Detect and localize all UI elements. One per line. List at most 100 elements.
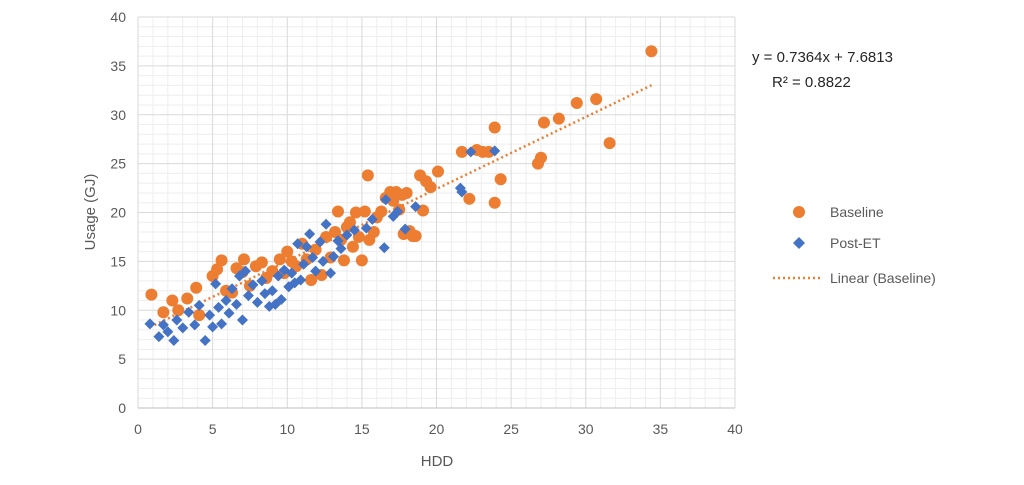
- legend-marker-baseline: [793, 206, 805, 218]
- post-et-point: [335, 243, 347, 255]
- baseline-point: [237, 253, 250, 266]
- baseline-point: [305, 273, 318, 286]
- post-et-point: [328, 250, 340, 262]
- y-tick-label: 30: [110, 107, 126, 123]
- y-axis-title: Usage (GJ): [82, 174, 99, 251]
- post-et-point: [236, 314, 248, 326]
- legend-label-baseline: Baseline: [830, 204, 884, 220]
- post-et-point: [193, 299, 205, 311]
- x-tick-label: 35: [653, 421, 669, 437]
- baseline-point: [424, 181, 437, 194]
- baseline-point: [181, 292, 194, 305]
- post-et-point: [231, 298, 243, 310]
- post-et-point: [204, 309, 216, 321]
- post-et-point: [189, 319, 201, 331]
- y-tick-label: 25: [110, 156, 126, 172]
- post-et-point: [320, 218, 332, 230]
- post-et-point: [314, 236, 326, 248]
- post-et-point: [489, 145, 501, 157]
- post-et-point: [199, 335, 211, 347]
- baseline-point: [331, 205, 344, 218]
- legend-label-post-et: Post-ET: [830, 235, 881, 251]
- post-et-point: [399, 223, 411, 235]
- baseline-point: [570, 97, 583, 110]
- post-et-point: [348, 224, 360, 236]
- post-et-point: [183, 306, 195, 318]
- baseline-point: [494, 173, 507, 186]
- post-et-point: [247, 279, 259, 291]
- baseline-point: [349, 206, 362, 219]
- baseline-point: [431, 165, 444, 178]
- x-tick-label: 0: [134, 421, 142, 437]
- post-et-point: [317, 255, 329, 267]
- post-et-point: [380, 194, 392, 206]
- post-et-point: [220, 294, 232, 306]
- post-et-point: [410, 201, 422, 213]
- baseline-point: [190, 281, 203, 294]
- grid: [137, 16, 736, 409]
- x-axis-title: HDD: [421, 453, 454, 470]
- post-et-point: [168, 335, 180, 347]
- baseline-point: [355, 254, 368, 267]
- baseline-point: [337, 254, 350, 267]
- post-et-point: [465, 146, 477, 158]
- trendline-r-squared: R² = 0.8822: [772, 74, 851, 91]
- baseline-point: [537, 116, 550, 129]
- x-tick-label: 5: [209, 421, 217, 437]
- baseline-point: [193, 309, 206, 322]
- legend-label-linear-baseline: Linear (Baseline): [830, 270, 936, 286]
- baseline-point: [361, 169, 374, 182]
- post-et-point: [266, 285, 278, 297]
- baseline-point: [281, 245, 294, 258]
- post-et-point: [378, 242, 390, 254]
- baseline-point: [145, 288, 158, 301]
- post-et-point: [360, 222, 372, 234]
- x-tick-label: 10: [279, 421, 295, 437]
- post-et-point: [242, 290, 254, 302]
- baseline-point: [215, 254, 228, 267]
- post-et-point: [310, 265, 322, 277]
- post-et-point: [251, 296, 263, 308]
- y-tick-label: 15: [110, 253, 126, 269]
- post-et-point: [216, 318, 228, 330]
- x-tick-label: 25: [503, 421, 519, 437]
- y-tick-label: 20: [110, 205, 126, 221]
- baseline-point: [346, 240, 359, 253]
- post-et-point: [207, 321, 219, 333]
- baseline-point: [488, 121, 501, 134]
- y-tick-label: 35: [110, 58, 126, 74]
- baseline-point: [645, 45, 658, 58]
- y-tick-label: 5: [118, 351, 126, 367]
- x-tick-label: 15: [354, 421, 370, 437]
- baseline-point: [358, 205, 371, 218]
- baseline-point: [488, 196, 501, 209]
- post-et-point: [286, 267, 298, 279]
- post-et-point: [157, 319, 169, 331]
- y-tick-label: 10: [110, 302, 126, 318]
- baseline-point: [273, 253, 286, 266]
- baseline-point: [603, 137, 616, 150]
- baseline-point: [166, 294, 179, 307]
- post-et-point: [210, 278, 222, 290]
- baseline-point: [400, 186, 413, 199]
- post-et-point: [162, 326, 174, 338]
- post-et-point: [301, 241, 313, 253]
- post-et-point: [239, 265, 251, 277]
- y-tick-label: 0: [118, 400, 126, 416]
- post-et-point: [226, 283, 238, 295]
- post-et-point: [307, 251, 319, 263]
- post-et-point: [144, 318, 156, 330]
- post-et-point: [295, 274, 307, 286]
- legend: Baseline Post-ET Linear (Baseline): [773, 204, 936, 286]
- post-et-point: [292, 238, 304, 250]
- post-et-point: [366, 213, 378, 225]
- baseline-point: [455, 145, 468, 158]
- trendline-equation: y = 0.7364x + 7.6813: [752, 49, 893, 66]
- post-et-point: [341, 229, 353, 241]
- baseline-point: [590, 93, 603, 106]
- post-et-point: [456, 186, 468, 198]
- baseline-point: [343, 216, 356, 229]
- legend-marker-post-et: [793, 237, 805, 249]
- data-points: [144, 45, 658, 347]
